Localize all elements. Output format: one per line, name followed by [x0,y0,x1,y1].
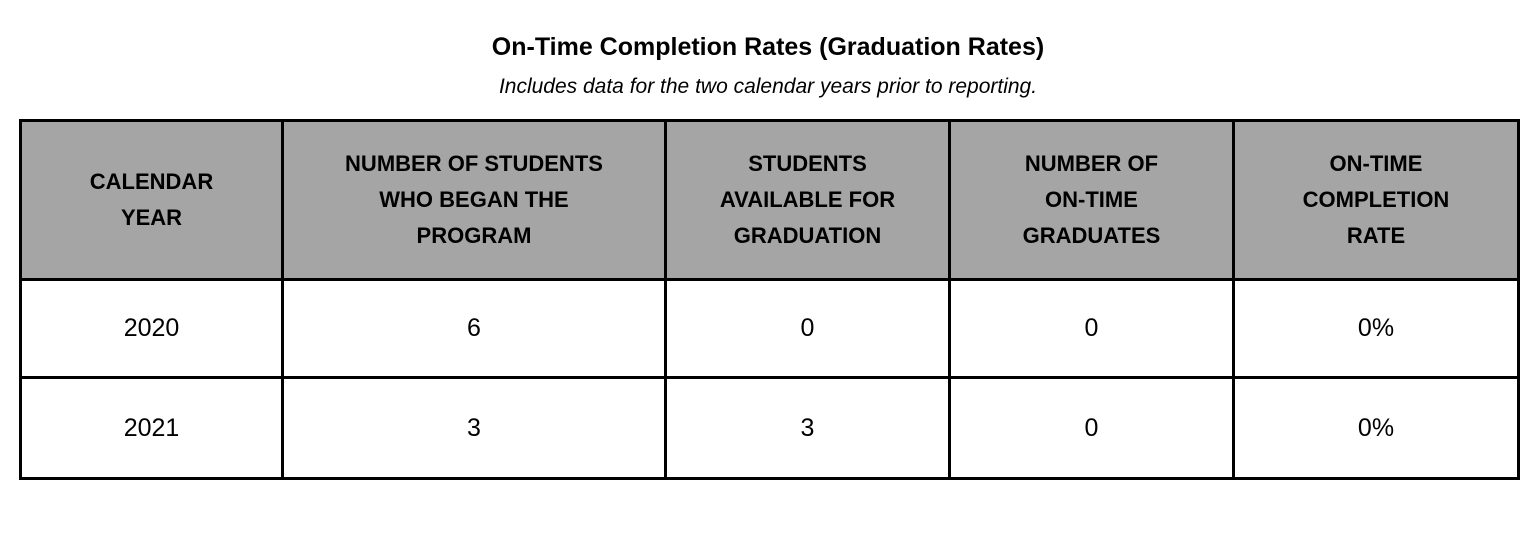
header-calendar-year: CALENDAR YEAR [19,119,284,281]
header-students-began: NUMBER OF STUDENTS WHO BEGAN THE PROGRAM [281,119,667,281]
page-subtitle: Includes data for the two calendar years… [498,75,1038,98]
header-line: CALENDAR [89,169,214,194]
header-line: GRADUATES [1022,223,1161,248]
table-row: 2020 6 0 0 0% [19,278,1520,379]
cell-completion-rate: 0% [1232,278,1520,379]
header-line: ON-TIME [1329,151,1423,176]
cell-students-began: 6 [281,278,667,379]
table-row: 2021 3 3 0 0% [19,376,1520,480]
header-line: COMPLETION [1302,187,1450,212]
cell-students-available: 3 [664,376,951,480]
cell-on-time-graduates: 0 [948,278,1235,379]
header-line: NUMBER OF STUDENTS [345,151,603,176]
header-students-available: STUDENTS AVAILABLE FOR GRADUATION [664,119,951,281]
completion-rates-table: CALENDAR YEAR NUMBER OF STUDENTS WHO BEGAN… [19,119,1520,480]
header-line: GRADUATION [733,223,882,248]
header-line: PROGRAM [416,223,532,248]
header-line: WHO BEGAN THE [379,187,569,212]
page-title: On-Time Completion Rates (Graduation Rat… [491,33,1045,61]
header-on-time-graduates: NUMBER OF ON-TIME GRADUATES [948,119,1235,281]
header-line: AVAILABLE FOR [719,187,896,212]
cell-year: 2021 [19,376,284,480]
cell-year: 2020 [19,278,284,379]
cell-students-began: 3 [281,376,667,480]
header-line: STUDENTS [748,151,867,176]
cell-on-time-graduates: 0 [948,376,1235,480]
cell-students-available: 0 [664,278,951,379]
header-line: ON-TIME [1045,187,1138,212]
header-line: YEAR [120,205,183,230]
cell-completion-rate: 0% [1232,376,1520,480]
header-line: NUMBER OF [1024,151,1159,176]
header-row: CALENDAR YEAR NUMBER OF STUDENTS WHO BEGAN… [19,119,1520,281]
header-line: RATE [1346,223,1406,248]
header-completion-rate: ON-TIME COMPLETION RATE [1232,119,1520,281]
